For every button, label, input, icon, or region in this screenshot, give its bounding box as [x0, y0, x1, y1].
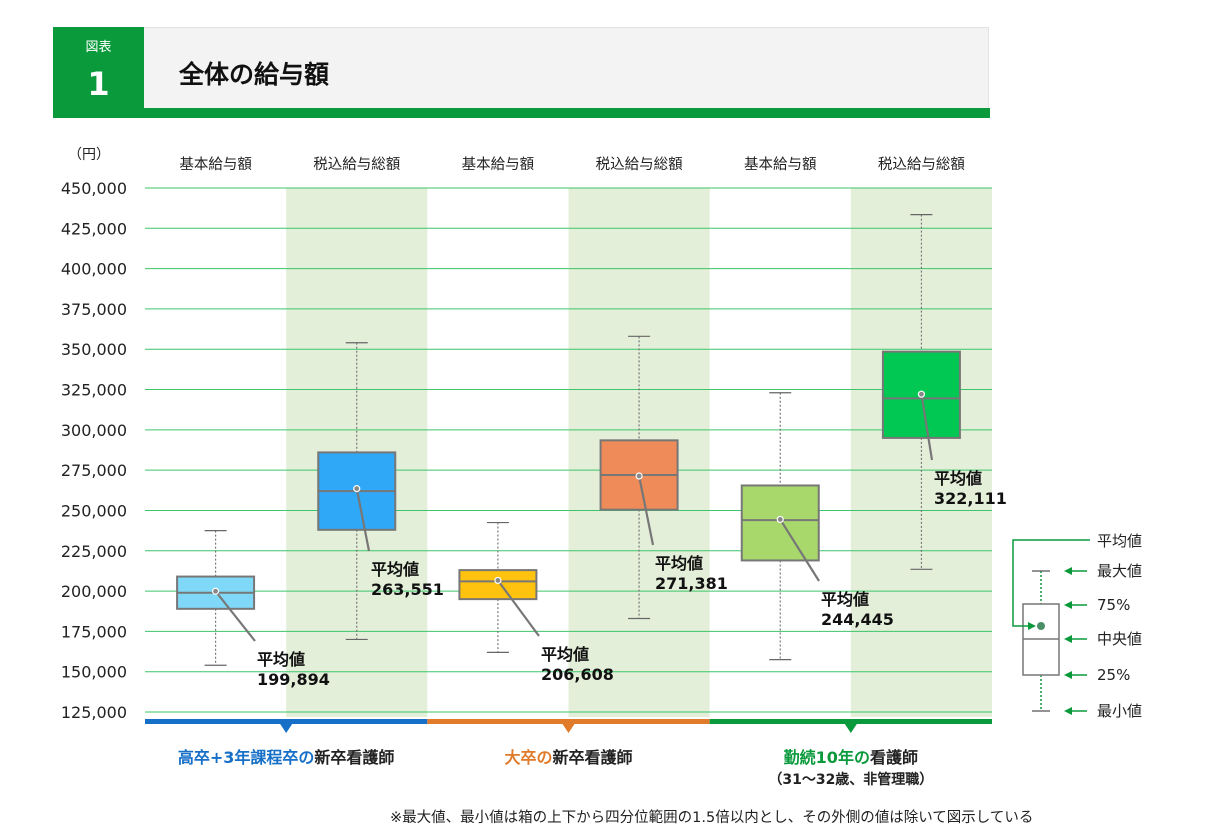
group-label-rest: 新卒看護師 — [552, 748, 633, 767]
group-label-highlight: 高卒+3年課程卒の — [177, 748, 315, 767]
group-label: 大卒の新卒看護師 — [419, 744, 719, 768]
mean-value-label: 263,551 — [371, 580, 444, 599]
category-label: 税込給与総額 — [596, 156, 683, 173]
chart-title: 全体の給与額 — [179, 60, 330, 89]
figure-number: 1 — [87, 65, 110, 103]
mean-label: 平均値 — [934, 469, 982, 488]
group-pointer — [844, 724, 857, 733]
mean-label: 平均値 — [655, 554, 703, 573]
mean-leader-line — [920, 394, 934, 461]
category-label: 基本給与額 — [462, 156, 535, 173]
legend-arrowhead — [1064, 707, 1072, 715]
category-label: 基本給与額 — [179, 156, 252, 173]
legend-mean-arrowhead — [1028, 622, 1036, 630]
figure-badge: 図表 1 — [53, 27, 144, 118]
y-tick-label: 425,000 — [61, 219, 127, 238]
mean-marker — [211, 587, 220, 595]
y-tick-label: 350,000 — [61, 340, 127, 359]
y-tick-label: 175,000 — [61, 622, 127, 641]
group-label-rest: 新卒看護師 — [314, 748, 395, 767]
figure-header: 図表 1 全体の給与額 — [53, 27, 990, 118]
group-baseline — [709, 719, 992, 724]
y-tick-label: 250,000 — [61, 501, 127, 520]
mean-leader-line — [355, 488, 371, 552]
y-tick-label: 150,000 — [61, 663, 127, 682]
y-tick-label: 225,000 — [61, 542, 127, 561]
legend-mean-marker — [1037, 622, 1045, 630]
footnote: ※最大値、最小値は箱の上下から四分位範囲の1.5倍以内とし、その外側の値は除いて… — [390, 810, 1034, 826]
category-label: 税込給与総額 — [878, 156, 965, 173]
y-tick-label: 375,000 — [61, 300, 127, 319]
group-label-highlight: 勤続10年の — [783, 748, 870, 767]
mean-value-label: 322,111 — [934, 489, 1007, 508]
group-label: 高卒+3年課程卒の新卒看護師 — [136, 744, 436, 768]
mean-label: 平均値 — [821, 590, 869, 609]
y-tick-label: 325,000 — [61, 381, 127, 400]
y-tick-label: 400,000 — [61, 260, 127, 279]
mean-value-label: 206,608 — [541, 665, 614, 684]
legend-arrowhead — [1064, 601, 1072, 609]
mean-leader-line — [779, 518, 820, 582]
mean-label: 平均値 — [371, 560, 419, 579]
mean-marker — [635, 472, 643, 480]
y-tick-label: 450,000 — [61, 179, 127, 198]
group-label-highlight: 大卒の — [504, 748, 553, 767]
mean-label: 平均値 — [541, 645, 589, 664]
group-label: 勤続10年の看護師 （31～32歳、非管理職） — [701, 744, 1001, 789]
group-baseline — [427, 719, 710, 724]
legend-arrowhead — [1064, 635, 1072, 643]
legend-q3-text: 75% — [1097, 596, 1130, 614]
y-tick-label: 275,000 — [61, 461, 127, 480]
mean-marker — [494, 576, 502, 585]
group-sublabel: （31～32歳、非管理職） — [768, 772, 934, 788]
legend-arrowhead — [1064, 567, 1072, 575]
mean-value-label: 271,381 — [655, 574, 728, 593]
legend-median-text: 中央値 — [1097, 630, 1142, 648]
mean-marker — [353, 485, 361, 493]
iqr-box — [458, 569, 538, 601]
y-tick-label: 200,000 — [61, 582, 127, 601]
group-pointer — [280, 724, 293, 733]
mean-label: 平均値 — [257, 650, 305, 669]
mean-leader-line — [497, 579, 540, 637]
header-underline — [144, 108, 990, 118]
y-unit-label: （円） — [68, 147, 110, 163]
figure-label: 図表 — [85, 40, 112, 55]
y-tick-label: 300,000 — [61, 421, 127, 440]
mean-value-label: 244,445 — [821, 610, 894, 629]
mean-leader-line — [214, 590, 256, 642]
mean-leader-line — [638, 475, 655, 546]
mean-marker — [776, 515, 784, 524]
category-label: 税込給与総額 — [313, 156, 400, 173]
group-pointer — [562, 724, 575, 733]
group-label-rest: 看護師 — [869, 748, 918, 767]
title-box: 全体の給与額 — [144, 27, 989, 108]
legend-arrowhead — [1064, 671, 1072, 679]
legend-mean-text: 平均値 — [1097, 532, 1142, 550]
group-baseline — [145, 719, 428, 724]
y-tick-label: 125,000 — [61, 703, 127, 722]
legend-max-text: 最大値 — [1097, 562, 1142, 580]
legend-q1-text: 25% — [1097, 666, 1130, 684]
mean-value-label: 199,894 — [257, 670, 330, 689]
category-label: 基本給与額 — [744, 156, 817, 173]
mean-marker — [917, 390, 926, 398]
legend-min-text: 最小値 — [1097, 702, 1142, 720]
legend-mean-connector — [1012, 539, 1090, 627]
